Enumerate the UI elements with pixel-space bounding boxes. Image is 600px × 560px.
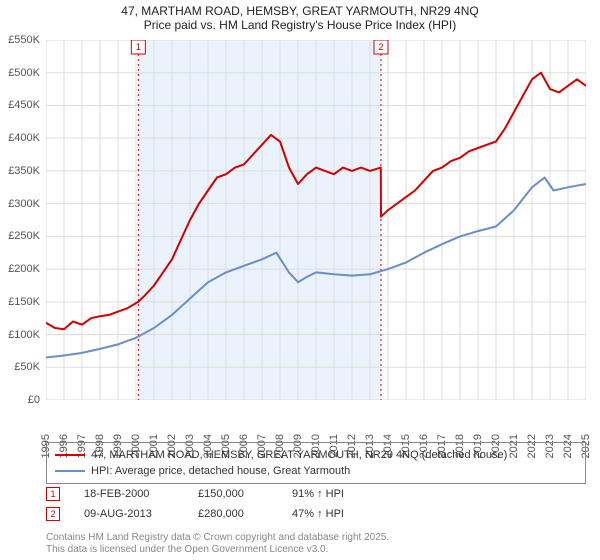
legend-label: 47, MARTHAM ROAD, HEMSBY, GREAT YARMOUTH… xyxy=(91,447,507,463)
sale-event-row: 1 18-FEB-2000 £150,000 91% ↑ HPI xyxy=(46,484,586,504)
legend-swatch xyxy=(55,470,85,472)
y-axis-ticks: £0£50K£100K£150K£200K£250K£300K£350K£400… xyxy=(0,40,44,400)
footer-line-1: Contains HM Land Registry data © Crown c… xyxy=(46,532,586,544)
chart-titles: 47, MARTHAM ROAD, HEMSBY, GREAT YARMOUTH… xyxy=(0,0,600,32)
y-tick-label: £250K xyxy=(0,230,40,242)
y-tick-label: £400K xyxy=(0,132,40,144)
sale-marker-box: 1 xyxy=(46,487,60,501)
legend-item: HPI: Average price, detached house, Grea… xyxy=(55,463,577,479)
legend-label: HPI: Average price, detached house, Grea… xyxy=(91,463,350,479)
sale-delta: 91% ↑ HPI xyxy=(292,484,382,504)
y-tick-label: £300K xyxy=(0,198,40,210)
y-tick-label: £100K xyxy=(0,329,40,341)
sale-delta: 47% ↑ HPI xyxy=(292,504,382,524)
sale-price: £150,000 xyxy=(198,484,268,504)
svg-text:2: 2 xyxy=(378,42,383,52)
sale-date: 09-AUG-2013 xyxy=(84,504,174,524)
price-chart-container: 47, MARTHAM ROAD, HEMSBY, GREAT YARMOUTH… xyxy=(0,0,600,560)
sale-marker-box: 2 xyxy=(46,507,60,521)
chart-svg: 12 xyxy=(46,40,586,400)
y-tick-label: £500K xyxy=(0,67,40,79)
plot-area: 12 xyxy=(46,40,586,400)
legend-swatch xyxy=(55,454,85,456)
y-tick-label: £150K xyxy=(0,296,40,308)
footer-line-2: This data is licensed under the Open Gov… xyxy=(46,544,586,556)
legend-item: 47, MARTHAM ROAD, HEMSBY, GREAT YARMOUTH… xyxy=(55,447,577,463)
legend: 47, MARTHAM ROAD, HEMSBY, GREAT YARMOUTH… xyxy=(46,442,586,484)
y-tick-label: £200K xyxy=(0,263,40,275)
y-tick-label: £350K xyxy=(0,165,40,177)
sale-events-table: 1 18-FEB-2000 £150,000 91% ↑ HPI 2 09-AUG-201… xyxy=(46,484,586,524)
sale-event-row: 2 09-AUG-2013 £280,000 47% ↑ HPI xyxy=(46,504,586,524)
sale-price: £280,000 xyxy=(198,504,268,524)
svg-text:1: 1 xyxy=(136,42,141,52)
chart-title-sub: Price paid vs. HM Land Registry's House … xyxy=(0,18,600,32)
y-tick-label: £0 xyxy=(0,394,40,406)
y-tick-label: £50K xyxy=(0,361,40,373)
y-tick-label: £550K xyxy=(0,34,40,46)
y-tick-label: £450K xyxy=(0,99,40,111)
footer-attribution: Contains HM Land Registry data © Crown c… xyxy=(46,532,586,556)
chart-title-address: 47, MARTHAM ROAD, HEMSBY, GREAT YARMOUTH… xyxy=(0,4,600,18)
x-axis-ticks: 1995199619971998199920002001200220032004… xyxy=(46,402,586,436)
sale-date: 18-FEB-2000 xyxy=(84,484,174,504)
